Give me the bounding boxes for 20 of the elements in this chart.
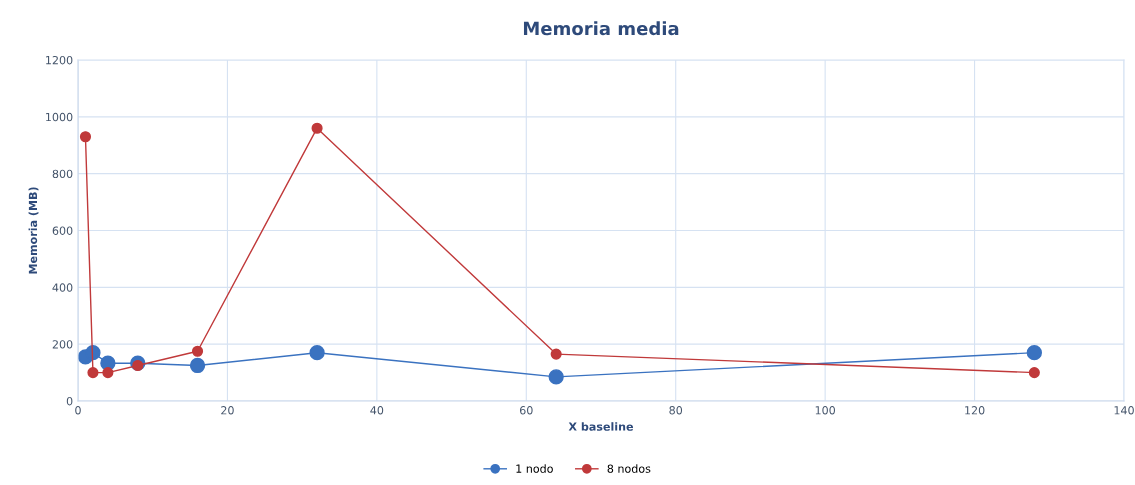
chart-title: Memoria media xyxy=(523,21,679,36)
x-axis-title: X baseline xyxy=(568,422,634,431)
legend-label: 1 nodo xyxy=(516,464,553,473)
legend-label: 8 nodos xyxy=(607,464,651,473)
y-tick-label: 1000 xyxy=(46,112,73,122)
x-tick-label: 100 xyxy=(815,406,836,415)
x-tick-label: 40 xyxy=(370,406,384,415)
y-tick-label: 400 xyxy=(52,283,73,292)
y-tick-label: 800 xyxy=(52,169,73,179)
y-tick-label: 200 xyxy=(52,340,73,349)
x-tick-label: 120 xyxy=(965,406,985,415)
x-tick-label: 20 xyxy=(221,406,234,415)
y-axis-title: Memoria (MB) xyxy=(28,187,39,274)
x-tick-label: 80 xyxy=(669,406,683,415)
y-tick-label: 600 xyxy=(52,226,73,235)
y-tick-label: 1200 xyxy=(46,55,73,65)
x-tick-label: 60 xyxy=(519,406,533,415)
x-tick-label: 0 xyxy=(75,406,81,415)
y-tick-label: 0 xyxy=(66,396,73,406)
x-tick-label: 140 xyxy=(1114,406,1134,415)
